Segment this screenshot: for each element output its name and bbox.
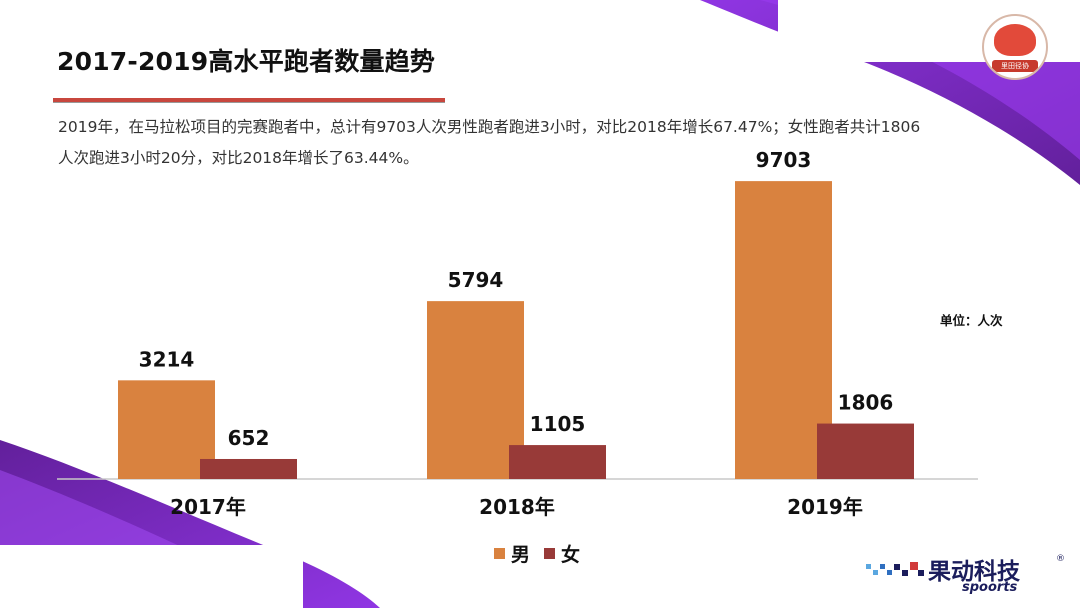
logo-emblem [994,24,1036,56]
x-tick-label-0: 2017年 [170,495,246,519]
brand-squares-icon [866,562,924,576]
legend-swatch-male [494,548,505,559]
data-label-male-0: 3214 [139,347,195,371]
legend-label-female: 女 [561,544,581,566]
bar-female-2 [817,423,914,479]
bar-male-1 [427,301,524,479]
legend-item-male: 男 [494,540,530,567]
legend-swatch-female [544,548,556,559]
title-underline [53,98,445,103]
data-label-male-2: 9703 [756,148,812,172]
bar-female-1 [509,445,606,479]
bar-male-0 [118,380,215,479]
data-label-male-1: 5794 [448,268,504,292]
data-label-female-0: 652 [228,426,270,450]
unit-label: 单位：人次 [940,313,1003,328]
page-title: 2017-2019高水平跑者数量趋势 [57,47,436,76]
x-tick-label-2: 2019年 [787,495,863,519]
bar-female-0 [200,458,297,479]
description-text: 2019年，在马拉松项目的完赛跑者中，总计有9703人次男性跑者跑进3小时，对比… [58,118,921,167]
chart-legend: 男 女 [494,540,580,567]
brand-name: 果动科技 [928,559,1020,585]
brand-registered-mark: ® [1056,554,1065,564]
legend-item-female: 女 [544,540,580,567]
brand-subtitle: spoorts [962,580,1018,595]
data-label-female-1: 1105 [530,412,586,436]
data-label-female-2: 1806 [838,391,894,415]
logo-ribbon: 里田径协 [992,60,1038,72]
brand-logo: 果动科技 ® spoorts [866,554,1076,598]
x-tick-label-1: 2018年 [479,495,555,519]
federation-logo: 里田径协 [982,14,1048,80]
legend-label-male: 男 [511,544,531,566]
bar-male-2 [735,181,832,479]
